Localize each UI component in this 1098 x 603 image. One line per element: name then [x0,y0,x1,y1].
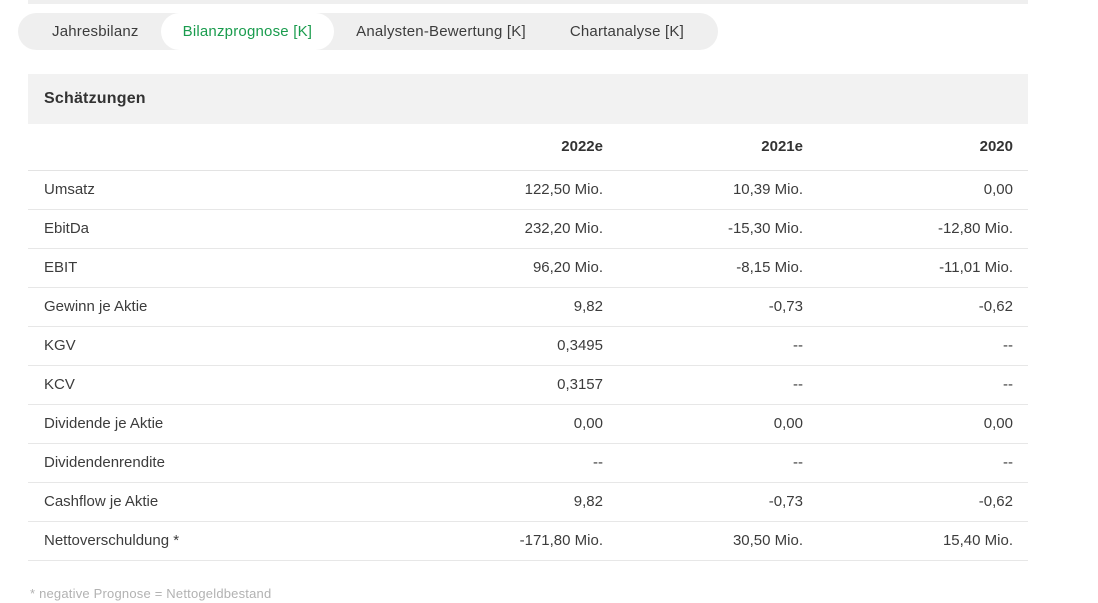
row-value: 30,50 Mio. [603,521,803,561]
row-value: -0,62 [803,482,1028,522]
table-header-row: 2022e 2021e 2020 [28,124,1028,171]
tab-chartanalyse[interactable]: Chartanalyse [K] [569,23,684,40]
row-value: -- [603,443,803,483]
row-value: 15,40 Mio. [803,521,1028,561]
row-value: -171,80 Mio. [403,521,603,561]
row-label: Umsatz [28,170,403,210]
table-row: Nettoverschuldung * -171,80 Mio. 30,50 Mio… [28,521,1028,561]
table-row: Dividendenrendite -- -- -- [28,443,1028,483]
row-value: 9,82 [403,287,603,327]
tab-bilanzprognose[interactable]: Bilanzprognose [K] [160,13,335,50]
tab-bar: Jahresbilanz Bilanzprognose [K] Analyste… [18,13,718,50]
row-label: Gewinn je Aktie [28,287,403,327]
row-value: 232,20 Mio. [403,209,603,249]
table-row: Cashflow je Aktie 9,82 -0,73 -0,62 [28,482,1028,522]
table-row: EBIT 96,20 Mio. -8,15 Mio. -11,01 Mio. [28,248,1028,288]
table-row: Gewinn je Aktie 9,82 -0,73 -0,62 [28,287,1028,327]
row-label: Nettoverschuldung * [28,521,403,561]
row-value: 0,00 [603,404,803,444]
section-header: Schätzungen [28,74,1028,124]
column-header-2020: 2020 [803,124,1028,171]
row-value: -- [803,326,1028,366]
row-label: KGV [28,326,403,366]
row-label: Cashflow je Aktie [28,482,403,522]
row-value: 0,00 [803,170,1028,210]
row-value: -- [803,443,1028,483]
row-value: -15,30 Mio. [603,209,803,249]
row-value: -0,73 [603,482,803,522]
row-value: -- [403,443,603,483]
row-label: EBIT [28,248,403,288]
table-row: Dividende je Aktie 0,00 0,00 0,00 [28,404,1028,444]
footnote: * negative Prognose = Nettogeldbestand [30,586,272,601]
row-value: 0,3495 [403,326,603,366]
row-value: 0,00 [803,404,1028,444]
row-label: Dividendenrendite [28,443,403,483]
row-value: 10,39 Mio. [603,170,803,210]
row-label: EbitDa [28,209,403,249]
table-row: KGV 0,3495 -- -- [28,326,1028,366]
estimates-table: 2022e 2021e 2020 Umsatz 122,50 Mio. 10,39 … [28,124,1028,561]
row-value: -0,73 [603,287,803,327]
row-value: 96,20 Mio. [403,248,603,288]
row-value: 122,50 Mio. [403,170,603,210]
row-value: -11,01 Mio. [803,248,1028,288]
row-value: -0,62 [803,287,1028,327]
row-value: 0,3157 [403,365,603,405]
column-header-label [28,124,403,171]
row-value: -- [603,326,803,366]
table-row: Umsatz 122,50 Mio. 10,39 Mio. 0,00 [28,170,1028,210]
table-row: KCV 0,3157 -- -- [28,365,1028,405]
top-divider [28,0,1028,4]
row-label: KCV [28,365,403,405]
column-header-2022e: 2022e [403,124,603,171]
tab-jahresbilanz[interactable]: Jahresbilanz [52,23,139,40]
section-title: Schätzungen [44,90,146,107]
row-value: 0,00 [403,404,603,444]
row-value: -- [803,365,1028,405]
column-header-2021e: 2021e [603,124,803,171]
table-row: EbitDa 232,20 Mio. -15,30 Mio. -12,80 Mio. [28,209,1028,249]
tab-analysten-bewertung[interactable]: Analysten-Bewertung [K] [356,23,526,40]
row-label: Dividende je Aktie [28,404,403,444]
row-value: -- [603,365,803,405]
row-value: -12,80 Mio. [803,209,1028,249]
row-value: 9,82 [403,482,603,522]
row-value: -8,15 Mio. [603,248,803,288]
